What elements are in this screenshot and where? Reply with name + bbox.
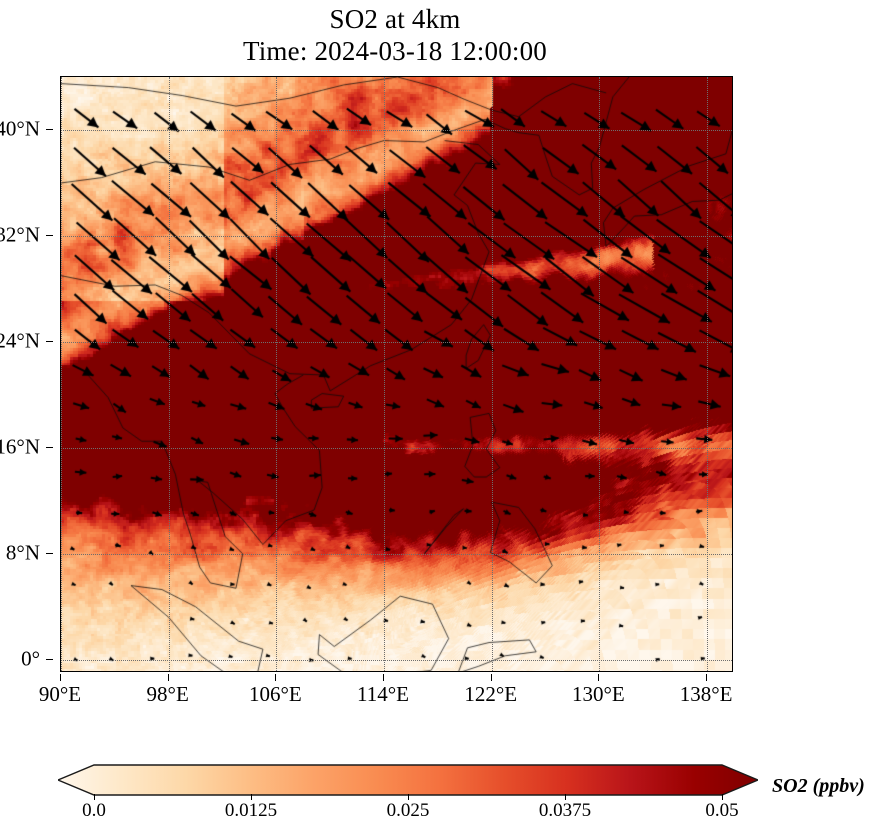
ticklabel-lat: 0° [21,646,40,671]
longitude-axis: 90°E 98°E 106°E 114°E 122°E 130°E 138°E [39,674,733,714]
colorbar-tick [94,794,95,800]
colorbar-tick [408,794,409,800]
tick-lon [490,674,492,681]
ticklabel-lon: 138°E [679,682,733,706]
ticklabel-lat: 16°N [0,434,40,459]
tick-lat [46,552,53,554]
tick-lon [706,674,708,681]
tick-lon [383,674,385,681]
ticklabel-lat: 40°N [0,116,40,141]
tick-lon [275,674,277,681]
tick-lat [46,340,53,342]
ticklabel-lat: 8°N [5,540,40,565]
tick-lon [167,674,169,681]
figure-title: SO2 at 4km Time: 2024-03-18 12:00:00 [0,4,790,68]
colorbar-tick [565,794,566,800]
ticklabel-lon: 114°E [357,682,410,706]
ticklabel-lon: 122°E [464,682,518,706]
tick-lon [598,674,600,681]
ticklabel-lon: 90°E [38,682,82,706]
colorbar-ticklabel: 0.05 [705,800,739,821]
ticklabel-lon: 98°E [146,682,189,706]
colorbar-tick [722,794,723,800]
colorbar-tick [251,794,252,800]
tick-lat [46,446,53,448]
colorbar-ticklabel: 0.0 [82,800,106,821]
ticklabel-lat: 24°N [0,328,40,353]
tick-lat [46,128,53,130]
colorbar-ticklabel: 0.0375 [538,800,592,821]
colorbar-ticklabel: 0.025 [386,800,430,821]
so2-heatmap-canvas [61,77,732,671]
map-plot-area[interactable] [60,76,733,672]
title-line-species: SO2 at 4km [329,4,461,34]
ticklabel-lon: 130°E [572,682,625,706]
tick-lat [46,658,53,660]
tick-lon [60,674,61,681]
colorbar-group: 0.0 0.0125 0.025 0.0375 0.05 SO2 (ppbv) [0,756,875,836]
tick-lat [46,234,53,236]
colorbar-label: SO2 (ppbv) [772,775,865,797]
ticklabel-lat: 32°N [0,222,40,247]
ticklabel-lon: 106°E [248,682,302,706]
colorbar-ticklabel: 0.0125 [224,800,278,821]
title-line-time: Time: 2024-03-18 12:00:00 [242,35,548,66]
latitude-axis: 0° 8°N 16°N 24°N 32°N 40°N [0,76,53,672]
